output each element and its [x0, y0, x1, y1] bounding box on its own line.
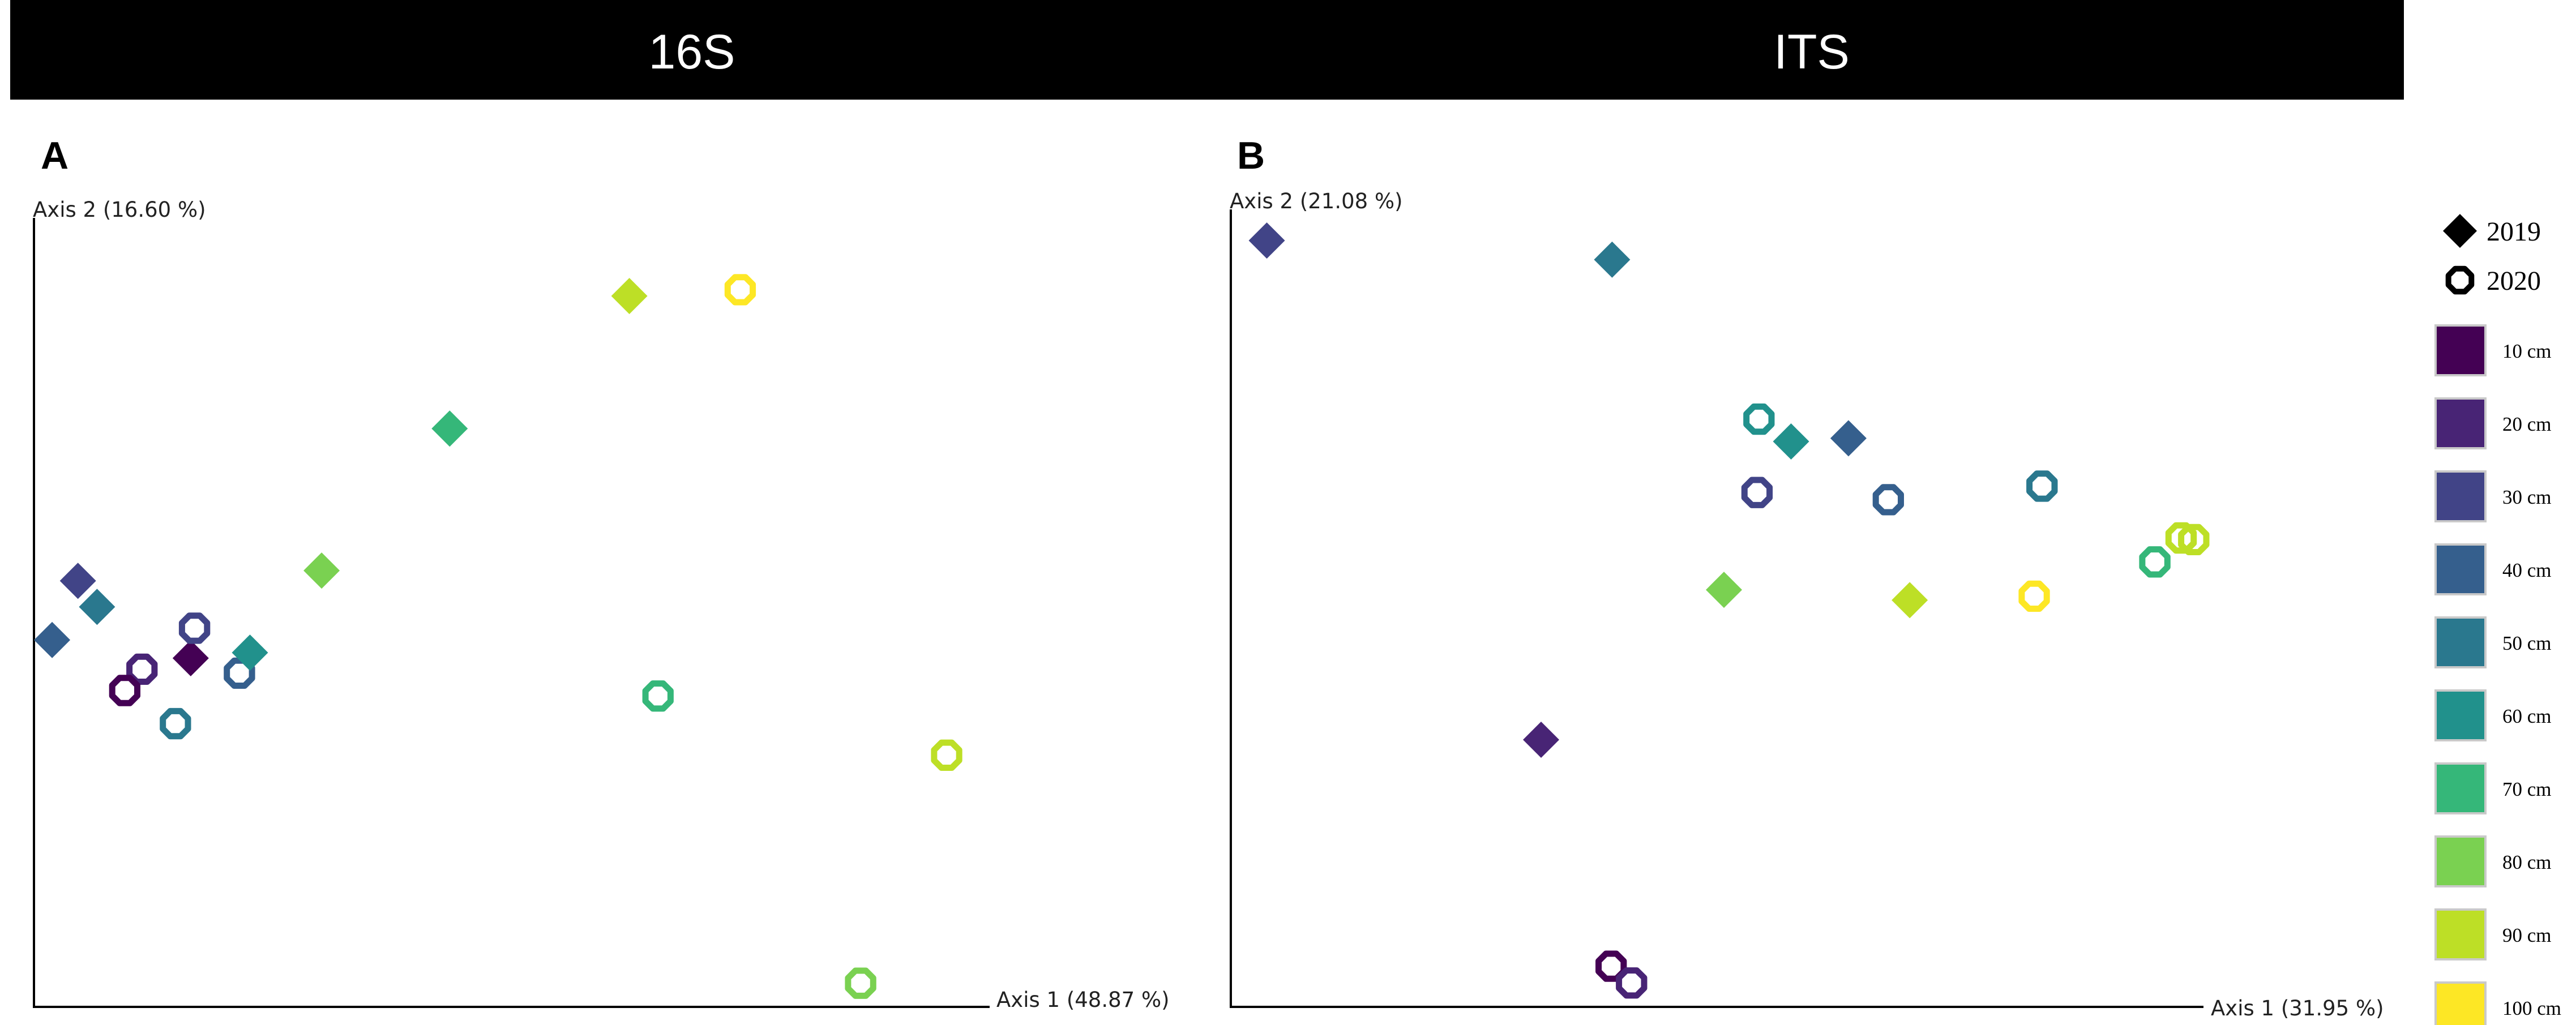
axes-its	[1230, 209, 2203, 1008]
legend-depth-label: 50 cm	[2502, 632, 2552, 654]
legend-depth-label: 90 cm	[2502, 924, 2552, 946]
points-its	[1248, 222, 2210, 999]
data-point-2019	[431, 410, 468, 447]
data-point-2020	[724, 274, 756, 306]
legend-year-label: 2020	[2487, 266, 2541, 296]
legend-color-swatch	[2434, 981, 2487, 1025]
ylabel-its: Axis 2 (21.08 %)	[1230, 189, 1403, 213]
legend-depth-label: 30 cm	[2502, 486, 2552, 508]
data-point-2020	[160, 707, 191, 740]
legend-year-label: 2019	[2487, 217, 2541, 247]
data-point-2019	[1523, 721, 1560, 758]
legend-depth-label: 80 cm	[2502, 851, 2552, 873]
legend-depth-label: 10 cm	[2502, 340, 2552, 362]
header-16s: 16S	[648, 25, 735, 79]
legend: 2019 2020 10 cm 20 cm 30 cm 40 cm 50 cm 60 cm 70…	[2434, 214, 2561, 1025]
scatter-16s: Axis 2 (16.60 %) Axis 1 (48.87 %)	[33, 198, 1170, 1012]
data-point-2020	[1741, 477, 1773, 508]
data-point-2019	[34, 621, 71, 658]
legend-color-swatch	[2434, 543, 2487, 595]
data-point-2020	[178, 612, 211, 644]
legend-depth-label: 60 cm	[2502, 705, 2552, 727]
header-bar	[10, 0, 2404, 100]
data-point-2020	[845, 967, 876, 999]
data-point-2020	[1743, 403, 1775, 435]
legend-color-swatch	[2434, 908, 2487, 960]
legend-depth-label: 40 cm	[2502, 559, 2552, 581]
data-point-2019	[59, 563, 96, 599]
legend-depth-label: 70 cm	[2502, 778, 2552, 800]
legend-color-swatch	[2434, 689, 2487, 741]
scatter-its: Axis 2 (21.08 %) Axis 1 (31.95 %)	[1230, 189, 2384, 1020]
legend-color-swatch	[2434, 762, 2487, 814]
legend-color-swatch	[2434, 397, 2487, 449]
points-16s	[34, 274, 962, 999]
data-point-2020	[109, 675, 140, 706]
data-point-2020	[2139, 546, 2171, 578]
ylabel-16s: Axis 2 (16.60 %)	[33, 198, 206, 222]
data-point-2020	[642, 680, 674, 712]
data-point-2019	[1706, 572, 1743, 608]
data-point-2020	[2018, 580, 2050, 612]
data-point-2019	[1773, 423, 1809, 460]
header-its: ITS	[1774, 25, 1850, 79]
data-point-2019	[1248, 222, 1285, 259]
data-point-2020	[1872, 484, 1904, 516]
data-point-2020	[1595, 950, 1627, 982]
data-point-2020	[2178, 524, 2210, 555]
data-point-2020	[1616, 967, 1648, 999]
data-point-2020	[126, 653, 158, 685]
data-point-2019	[1594, 241, 1631, 278]
legend-color-swatch	[2434, 616, 2487, 668]
legend-color-swatch	[2434, 324, 2487, 376]
xlabel-16s: Axis 1 (48.87 %)	[996, 988, 1170, 1012]
data-point-2019	[172, 640, 209, 676]
data-point-2020	[931, 739, 962, 771]
data-point-2019	[303, 552, 340, 589]
axes-16s	[33, 218, 990, 1008]
panel-label-b: B	[1237, 134, 1265, 177]
legend-depth-label: 100 cm	[2502, 997, 2561, 1019]
data-point-2019	[232, 634, 268, 671]
panel-label-a: A	[41, 134, 69, 177]
data-point-2019	[1892, 582, 1928, 619]
legend-diamond-marker	[2443, 214, 2477, 248]
legend-color-swatch	[2434, 835, 2487, 887]
legend-depth-label: 20 cm	[2502, 413, 2552, 435]
data-point-2019	[1830, 420, 1867, 457]
data-point-2020	[2026, 470, 2058, 502]
data-point-2019	[611, 278, 648, 315]
legend-ring-marker	[2445, 265, 2475, 295]
legend-color-swatch	[2434, 470, 2487, 522]
data-point-2019	[79, 589, 115, 625]
xlabel-its: Axis 1 (31.95 %)	[2211, 996, 2384, 1020]
